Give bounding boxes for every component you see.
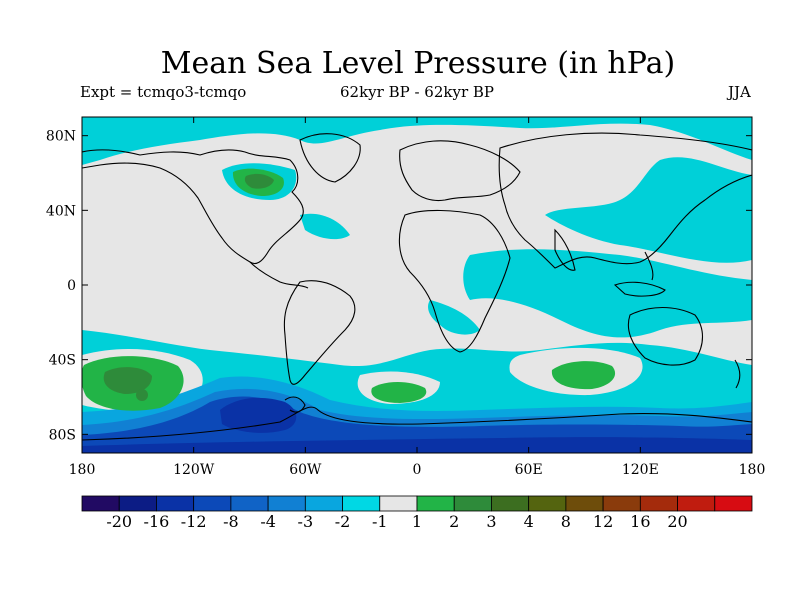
south-atlantic-increase <box>371 382 427 403</box>
lon-tick-label: 180 <box>69 462 96 478</box>
south-america-coast <box>283 280 356 385</box>
colorbar-label: -16 <box>143 512 170 531</box>
pressure-increases <box>82 168 616 411</box>
north-america-coast <box>82 149 304 265</box>
india-coast <box>554 228 576 271</box>
southeast-asia-islands <box>613 251 666 297</box>
experiment-label: Expt = tcmqo3-tcmqo <box>80 83 247 101</box>
antarctic-peninsula <box>284 396 306 413</box>
pacific-low-core <box>220 397 297 433</box>
europe-coast <box>399 140 521 202</box>
lon-tick-label: 120E <box>622 462 659 478</box>
lat-tick-label: 40N <box>46 203 76 219</box>
colorbar-label: -12 <box>180 512 207 531</box>
new-zealand-coast <box>734 359 741 389</box>
colorbar-label: 8 <box>560 512 571 531</box>
map-field <box>82 117 752 453</box>
antarctica-coast <box>82 406 752 441</box>
north-pacific-cyan <box>545 157 752 263</box>
lon-tick-label: 120W <box>173 462 215 478</box>
south-indian-increase <box>551 361 616 390</box>
africa-coast <box>398 209 511 353</box>
lon-tick-label: 0 <box>413 462 422 478</box>
lat-tick-label: 80S <box>49 427 76 443</box>
antarctic-lows <box>82 376 752 453</box>
period-label: 62kyr BP - 62kyr BP <box>340 83 495 101</box>
latitude-ticks: 80N 40N 0 40S 80S <box>46 129 752 443</box>
west-atlantic-cyan <box>300 213 350 240</box>
lon-tick-label: 180 <box>739 462 766 478</box>
central-america-coast <box>249 261 309 289</box>
colorbar-label: -4 <box>260 512 276 531</box>
arctic-cyan-band <box>82 117 752 165</box>
lat-tick-label: 0 <box>67 278 76 294</box>
longitude-ticks: 180 120W 60W 0 60E 120E 180 <box>69 117 766 478</box>
colorbar-swatches <box>81 495 753 512</box>
south-pacific-core-dot <box>136 389 148 401</box>
greenland-coast <box>299 133 361 183</box>
coastlines <box>82 132 752 441</box>
map-title: Mean Sea Level Pressure (in hPa) <box>160 46 676 81</box>
indian-pacific-cyan <box>463 249 752 338</box>
asia-coast <box>498 132 752 269</box>
south-pacific-core <box>103 367 152 394</box>
colorbar-label: -1 <box>371 512 388 531</box>
colorbar-label: 20 <box>667 512 688 531</box>
colorbar-label: 3 <box>486 512 497 531</box>
lon-tick-label: 60W <box>289 462 322 478</box>
season-label: JJA <box>728 83 751 101</box>
east-atlantic-cyan <box>428 300 480 335</box>
colorbar-label: 4 <box>523 512 534 531</box>
colorbar-label: 2 <box>449 512 460 531</box>
colorbar-swatch <box>714 495 753 512</box>
colorbar-label: -8 <box>223 512 239 531</box>
colorbar-label: 1 <box>411 512 423 531</box>
lon-tick-label: 60E <box>515 462 543 478</box>
colorbar-label: -3 <box>297 512 314 531</box>
colorbar-label: 16 <box>630 512 651 531</box>
australia-coast <box>627 307 704 366</box>
colorbar-label: 12 <box>592 512 614 531</box>
colorbar-label: -2 <box>334 512 351 531</box>
antarctic-coast-low <box>82 437 752 453</box>
colorbar-label: -20 <box>106 512 133 531</box>
canada-core <box>244 173 274 189</box>
lat-tick-label: 40S <box>49 353 76 369</box>
lat-tick-label: 80N <box>46 129 76 145</box>
